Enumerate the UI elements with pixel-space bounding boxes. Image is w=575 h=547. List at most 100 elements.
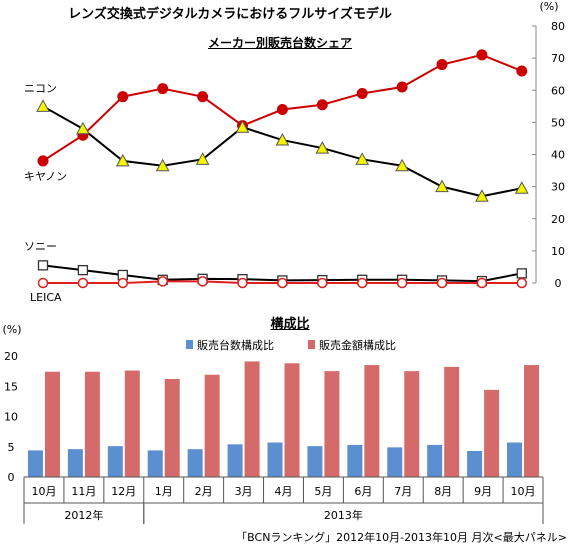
bar — [244, 361, 260, 477]
series-label: ニコン — [24, 82, 57, 95]
y-unit-label: (%) — [539, 0, 558, 13]
data-point — [395, 158, 409, 172]
y-tick-label: 70 — [551, 52, 565, 65]
x-tick-label: 7月 — [394, 485, 412, 498]
bar — [267, 442, 283, 477]
x-tick-label: 1月 — [155, 485, 173, 498]
x-tick-label: 9月 — [474, 485, 492, 498]
data-point — [315, 141, 330, 154]
legend-swatch — [308, 340, 315, 349]
bar — [404, 371, 420, 477]
bar — [387, 447, 403, 477]
bar — [284, 363, 300, 477]
data-point — [157, 276, 168, 287]
y-tick-label: 50 — [551, 116, 565, 129]
data-point — [77, 277, 89, 289]
data-point — [276, 104, 288, 116]
y-tick-label: 15 — [4, 380, 18, 393]
data-point — [436, 277, 448, 289]
y-tick-label: 0 — [8, 471, 15, 484]
data-point — [235, 120, 250, 133]
bar — [507, 442, 523, 477]
bar — [427, 444, 443, 477]
data-point — [197, 91, 209, 103]
series-label: キヤノン — [24, 170, 67, 183]
data-point — [356, 277, 368, 289]
data-point — [396, 81, 408, 93]
y-tick-label: 5 — [8, 441, 15, 454]
ratio-chart-title: 構成比 — [270, 317, 310, 332]
bar — [467, 450, 483, 477]
y-tick-label: 20 — [551, 213, 565, 226]
page-title: レンズ交換式デジタルカメラにおけるフルサイズモデル — [68, 7, 392, 22]
bar — [444, 366, 460, 477]
legend-label: 販売台数構成比 — [197, 338, 274, 352]
x-tick-label: 11月 — [71, 485, 96, 498]
data-point — [77, 264, 89, 276]
x-tick-label: 5月 — [314, 485, 332, 498]
bar — [187, 449, 203, 477]
bar — [484, 389, 500, 477]
x-tick-label: 4月 — [275, 485, 293, 498]
bar — [324, 371, 340, 477]
bar — [347, 444, 363, 477]
source-note: 「BCNランキング」2012年10月-2013年10月 月次<最大パネル> — [236, 531, 567, 544]
legend-swatch — [186, 340, 193, 349]
bar — [204, 374, 220, 477]
data-point — [476, 277, 488, 289]
data-point — [436, 59, 448, 71]
year-group-label: 2013年 — [324, 508, 363, 522]
x-tick-label: 6月 — [354, 485, 372, 498]
y-tick-label: 40 — [551, 149, 565, 162]
data-point — [516, 277, 528, 289]
x-tick-label: 10月 — [31, 485, 56, 498]
bar — [107, 446, 123, 477]
data-point — [37, 277, 49, 289]
data-point — [76, 121, 90, 135]
y-tick-label: 60 — [551, 84, 565, 97]
bar — [524, 365, 540, 477]
legend-label: 販売金額構成比 — [319, 338, 396, 352]
data-point — [516, 65, 528, 77]
x-tick-label: 2月 — [195, 485, 213, 498]
x-tick-label: 8月 — [434, 485, 452, 498]
data-point — [475, 189, 489, 202]
bar — [84, 371, 100, 477]
data-point — [197, 276, 208, 287]
bar — [27, 450, 43, 477]
bar — [364, 365, 380, 477]
data-point — [195, 152, 210, 165]
y-tick-label: 20 — [4, 350, 18, 363]
data-point — [396, 277, 408, 289]
data-point — [157, 83, 169, 95]
data-point — [37, 155, 49, 167]
y-tick-label: 0 — [555, 277, 562, 290]
year-group-label: 2012年 — [64, 508, 103, 522]
bar — [44, 371, 60, 477]
y-tick-label: 30 — [551, 181, 565, 194]
bar — [227, 444, 243, 477]
y-tick-label: 10 — [4, 411, 18, 424]
data-point — [277, 277, 288, 289]
x-tick-label: 10月 — [511, 485, 536, 498]
data-point — [37, 260, 49, 271]
bar — [124, 370, 140, 477]
bar — [67, 449, 83, 477]
x-tick-label: 12月 — [111, 485, 136, 498]
x-tick-label: 3月 — [235, 485, 253, 498]
data-point — [115, 153, 130, 167]
data-point — [155, 158, 170, 172]
series-label: ソニー — [24, 240, 57, 253]
data-point — [237, 277, 248, 289]
data-point — [117, 277, 129, 289]
data-point — [476, 49, 488, 61]
share-chart-title: メーカー別販売台数シェア — [207, 36, 352, 50]
data-point — [316, 99, 328, 111]
y-unit-label: (%) — [2, 323, 21, 336]
series-label: LEICA — [30, 291, 62, 304]
data-point — [117, 91, 129, 103]
bar — [307, 446, 323, 477]
bar — [164, 378, 180, 477]
data-point — [516, 268, 527, 279]
